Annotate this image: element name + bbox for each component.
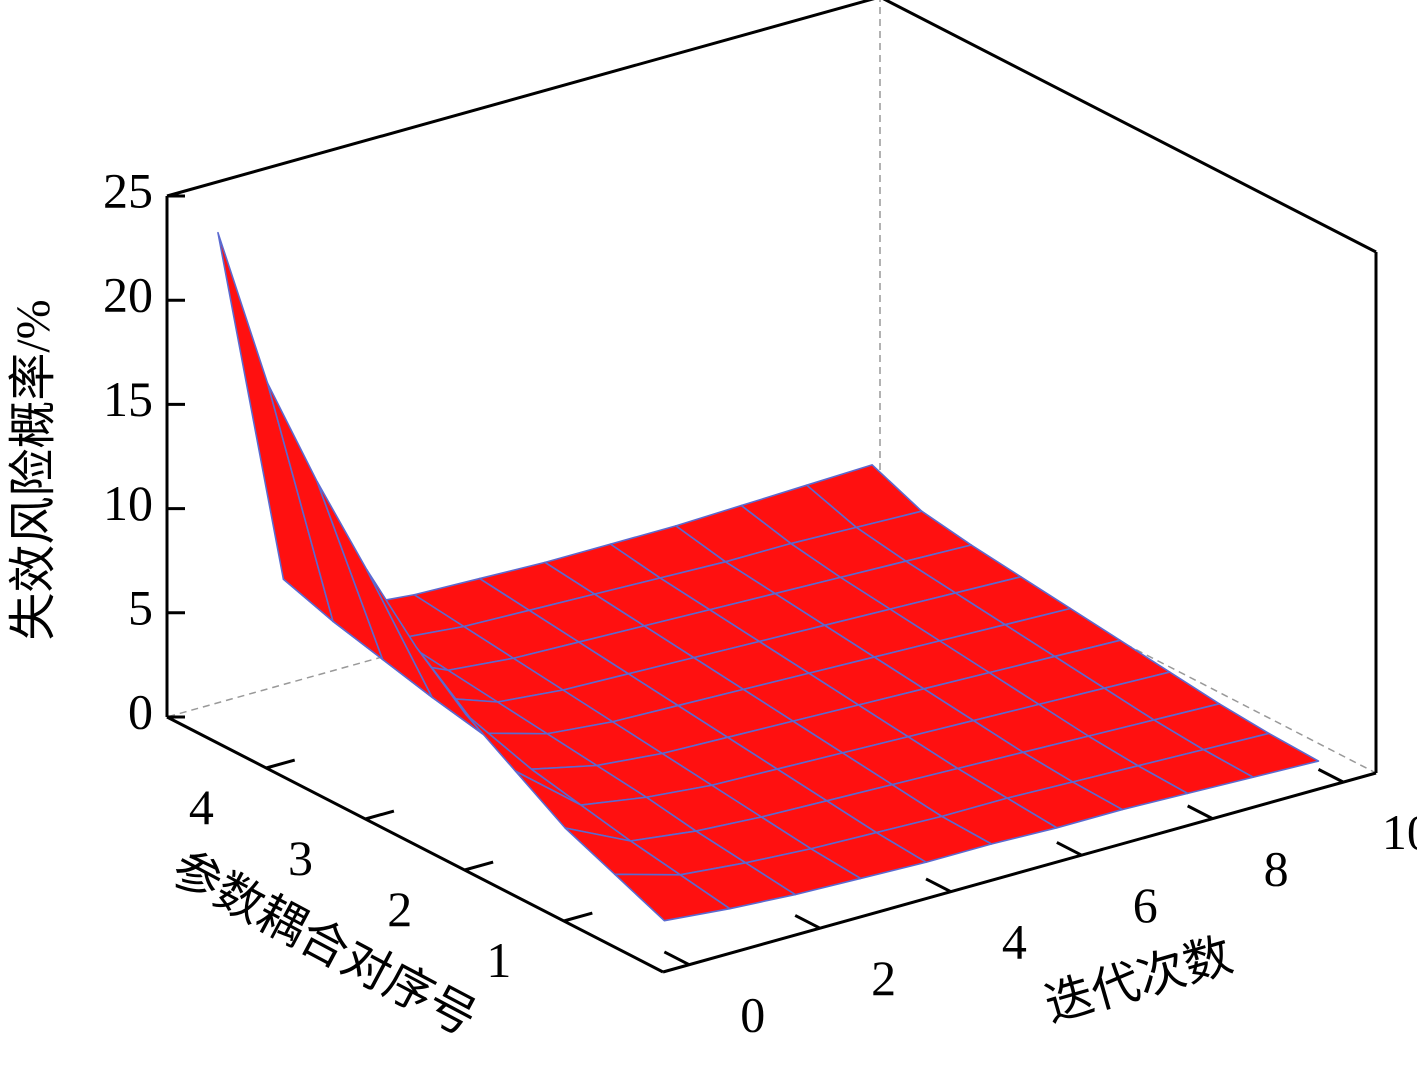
x-tick-label: 6: [1133, 877, 1158, 933]
x-tick: [663, 950, 690, 967]
x-axis-label: 迭代次数: [1039, 929, 1238, 1033]
x-tick-label: 2: [871, 950, 896, 1006]
x-tick: [794, 914, 821, 930]
y-tick-label: 3: [288, 830, 313, 886]
axis-line: [662, 771, 1377, 974]
y-tick: [265, 758, 296, 770]
z-tick-label: 10: [103, 475, 153, 531]
x-tick: [925, 877, 952, 894]
x-tick: [1317, 768, 1344, 784]
y-tick-label: 1: [486, 932, 511, 988]
x-tick-label: 8: [1264, 841, 1289, 897]
axes-front: 051015202502468101234: [103, 0, 1417, 1043]
z-tick-label: 20: [103, 267, 153, 323]
z-tick-label: 0: [128, 683, 153, 739]
x-tick: [1186, 804, 1214, 820]
surface: [217, 231, 1320, 922]
x-tick-label: 0: [740, 987, 765, 1043]
z-tick-label: 5: [128, 579, 153, 635]
surface-cell: [613, 873, 731, 922]
y-tick-label: 4: [189, 779, 214, 835]
y-tick: [364, 809, 395, 821]
surface-cell: [217, 231, 334, 623]
y-tick: [563, 911, 593, 923]
x-tick-label: 10: [1382, 804, 1417, 860]
x-tick: [1056, 841, 1083, 857]
y-tick-label: 2: [387, 881, 412, 937]
z-tick-label: 15: [103, 371, 153, 427]
y-axis-label: 参数耦合对序号: [163, 842, 485, 1047]
axis-line: [166, 715, 664, 974]
axis-line: [166, 0, 875, 198]
z-axis-label: 失效风险概率/%: [7, 299, 60, 640]
z-tick-label: 25: [103, 162, 153, 218]
y-tick: [464, 860, 494, 872]
axis-line: [882, 0, 1377, 254]
x-tick-label: 4: [1002, 914, 1027, 970]
